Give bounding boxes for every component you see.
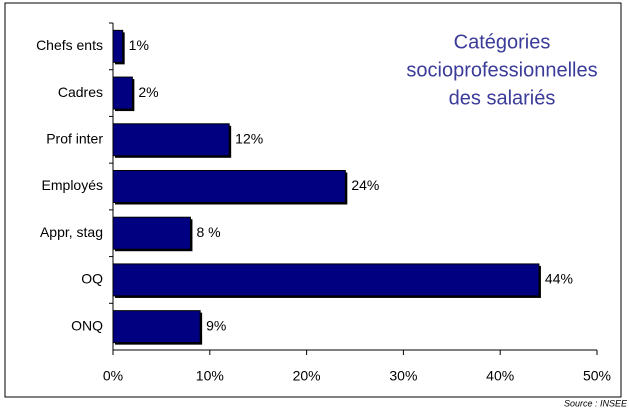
- y-tick-label: Cadres: [58, 84, 103, 100]
- value-label: 44%: [545, 271, 573, 287]
- x-tick-label: 0%: [103, 368, 123, 384]
- value-label: 1%: [129, 37, 149, 53]
- x-tick-label: 20%: [293, 368, 321, 384]
- value-label: 12%: [235, 130, 263, 146]
- chart-title: Catégories: [454, 31, 551, 53]
- value-label: 9%: [206, 317, 226, 333]
- value-label: 24%: [351, 177, 379, 193]
- bar: [112, 216, 191, 250]
- x-tick-label: 50%: [583, 368, 611, 384]
- y-tick-label: Appr, stag: [40, 224, 103, 240]
- source-note: Source : INSEE: [564, 398, 628, 408]
- bar: [112, 263, 540, 297]
- y-tick-label: OQ: [81, 271, 103, 287]
- x-tick-label: 30%: [389, 368, 417, 384]
- chart-title: socioprofessionnelles: [406, 59, 597, 81]
- x-tick-label: 40%: [486, 368, 514, 384]
- bar: [112, 310, 201, 344]
- chart-title: des salariés: [449, 87, 556, 109]
- x-tick-label: 10%: [196, 368, 224, 384]
- bar: [112, 76, 133, 110]
- y-tick-label: Chefs ents: [36, 37, 103, 53]
- y-tick-label: ONQ: [71, 317, 103, 333]
- bar: [112, 123, 230, 157]
- value-label: 8 %: [196, 224, 220, 240]
- value-label: 2%: [138, 84, 158, 100]
- y-tick-label: Prof inter: [46, 130, 103, 146]
- bar: [112, 29, 124, 63]
- bar: [112, 170, 346, 203]
- y-tick-label: Employés: [42, 177, 103, 193]
